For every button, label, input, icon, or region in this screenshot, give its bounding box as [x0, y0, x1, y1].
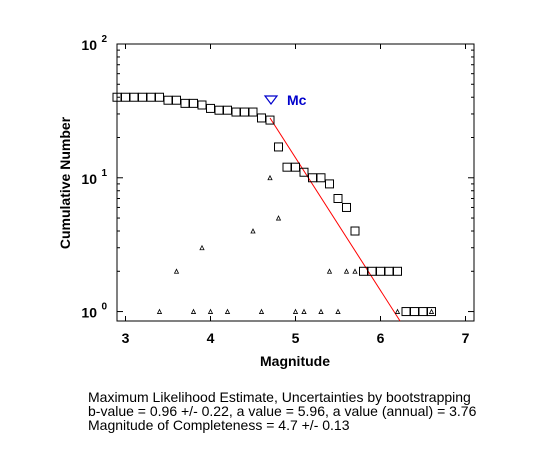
- mc-label: Mc: [287, 92, 307, 108]
- square-point: [418, 307, 428, 317]
- square-point: [146, 92, 156, 102]
- triangle-point: [190, 308, 197, 314]
- square-point: [223, 105, 232, 115]
- y-tick-exponent: 1: [101, 168, 107, 179]
- square-point: [401, 307, 411, 317]
- triangle-point: [250, 228, 256, 234]
- square-point: [427, 307, 436, 317]
- triangle-point: [267, 174, 273, 181]
- mc-marker: [263, 95, 279, 105]
- triangle-point: [301, 308, 307, 314]
- square-point: [180, 98, 190, 108]
- y-tick-exponent: 0: [101, 302, 107, 313]
- x-tick-label: 4: [207, 330, 215, 346]
- triangle-point: [326, 268, 333, 274]
- fit-line: [269, 117, 401, 322]
- square-point: [299, 167, 309, 177]
- plot-frame: [116, 43, 475, 322]
- square-point: [231, 107, 241, 117]
- square-point: [163, 95, 173, 105]
- x-tick-label: 7: [462, 330, 470, 346]
- square-point: [189, 98, 198, 108]
- square-point: [155, 92, 164, 102]
- caption-b-value: b-value = 0.96 +/- 0.22, a value = 5.96,…: [88, 403, 477, 419]
- square-point: [265, 115, 275, 125]
- square-point: [367, 266, 377, 276]
- x-tick-label: 5: [292, 330, 300, 346]
- y-tick-label: 10: [81, 37, 97, 53]
- square-point: [206, 103, 215, 113]
- square-point: [121, 92, 130, 102]
- square-point: [384, 266, 394, 276]
- square-point: [410, 307, 419, 317]
- triangle-point: [275, 215, 282, 221]
- square-point: [350, 226, 360, 236]
- square-point: [342, 202, 351, 212]
- triangle-point: [224, 308, 231, 314]
- triangle-point: [258, 308, 265, 314]
- caption-method: Maximum Likelihood Estimate, Uncertainti…: [88, 389, 471, 405]
- triangle-point: [173, 268, 180, 274]
- square-point: [138, 92, 147, 102]
- square-point: [376, 266, 385, 276]
- square-point: [274, 142, 283, 152]
- y-tick-exponent: 2: [101, 34, 107, 45]
- square-point: [257, 113, 266, 123]
- triangle-point: [292, 308, 299, 314]
- triangle-point: [428, 308, 435, 314]
- x-tick-label: 6: [377, 330, 385, 346]
- square-point: [240, 107, 249, 117]
- triangle-point: [343, 268, 350, 274]
- x-axis-label: Magnitude: [260, 353, 330, 369]
- triangle-point: [318, 308, 324, 314]
- triangle-point: [207, 308, 214, 314]
- caption-completeness: Magnitude of Completeness = 4.7 +/- 0.13: [88, 417, 350, 433]
- square-point: [214, 105, 224, 115]
- triangle-point: [199, 244, 205, 251]
- y-axis-label: Cumulative Number: [57, 116, 73, 249]
- square-point: [325, 179, 334, 189]
- square-point: [197, 100, 207, 110]
- square-point: [393, 266, 402, 276]
- square-point: [316, 173, 326, 183]
- square-point: [291, 162, 300, 172]
- triangle-point: [156, 308, 163, 314]
- triangle-point: [335, 308, 341, 314]
- y-tick-label: 10: [81, 171, 97, 187]
- square-point: [172, 95, 181, 105]
- square-point: [282, 162, 292, 172]
- square-point: [129, 92, 139, 102]
- y-tick-label: 10: [81, 305, 97, 321]
- square-point: [248, 107, 258, 117]
- square-point: [333, 194, 343, 204]
- triangle-point: [352, 268, 358, 274]
- triangle-point: [394, 308, 401, 314]
- x-tick-label: 3: [122, 330, 130, 346]
